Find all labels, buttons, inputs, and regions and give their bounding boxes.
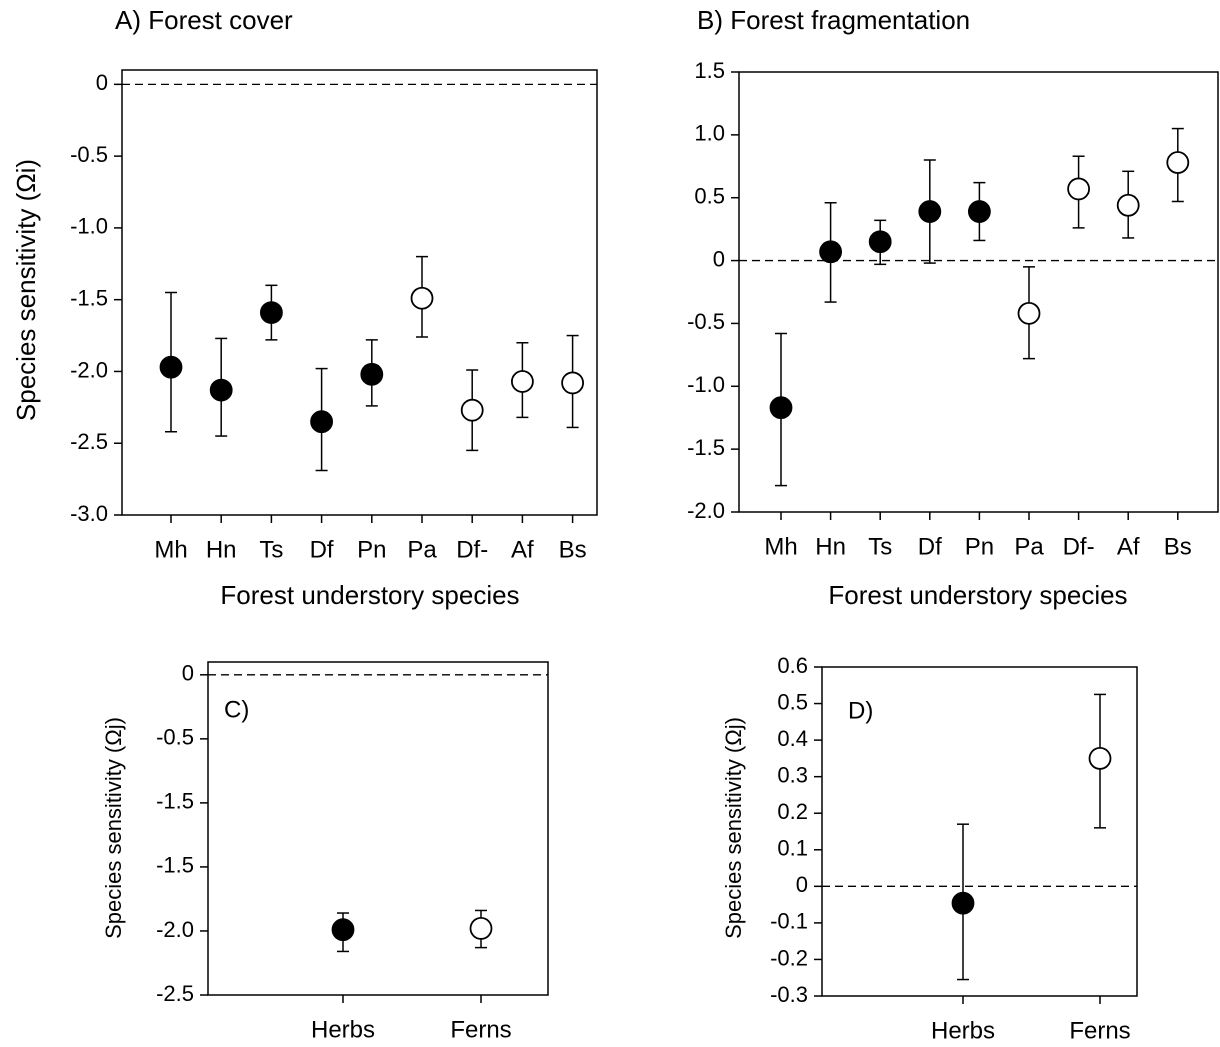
plot-frame [738, 71, 1219, 513]
y-tick-label: -1.5 [70, 285, 108, 310]
y-tick-label: 0.5 [694, 184, 725, 209]
plot-frame [207, 661, 549, 996]
point [868, 230, 892, 254]
x-tick-label: Bs [1164, 533, 1192, 560]
y-tick-label: -0.3 [770, 982, 808, 1007]
panel-label: D) [848, 697, 873, 724]
x-tick-label: Pn [357, 536, 386, 563]
y-tick-label: 0.1 [777, 836, 808, 861]
point [1088, 746, 1112, 770]
point [561, 371, 584, 395]
x-tick-label: Pn [965, 533, 994, 560]
x-tick-label: Df- [1063, 533, 1095, 560]
point [819, 240, 842, 264]
y-axis-label: Species sensitivity (Ωi) [11, 159, 41, 421]
x-tick-label: Ferns [450, 1016, 511, 1043]
y-tick-label: -0.5 [70, 142, 108, 167]
y-tick-label: 0 [182, 661, 194, 686]
point [209, 378, 233, 402]
y-tick-label: 0 [796, 872, 808, 897]
x-tick-label: Mh [764, 533, 797, 560]
panel-title: B) Forest fragmentation [697, 5, 970, 35]
point [469, 917, 493, 940]
x-axis-label: Forest understory species [220, 580, 519, 610]
panel-label: C) [224, 696, 249, 723]
point [769, 396, 793, 420]
y-tick-label: -1.0 [687, 372, 725, 397]
y-tick-label: -1.5 [156, 789, 194, 814]
y-tick-label: 0.5 [777, 689, 808, 714]
x-tick-label: Bs [559, 536, 587, 563]
point [259, 301, 283, 324]
x-tick-label: Mh [154, 536, 187, 563]
y-tick-label: 1.5 [694, 58, 725, 83]
y-tick-label: -2.0 [70, 357, 108, 382]
x-tick-label: Pa [1014, 533, 1044, 560]
point [410, 286, 434, 310]
y-tick-label: -2.0 [156, 917, 194, 942]
y-tick-label: -0.5 [156, 725, 194, 750]
point [1166, 151, 1190, 174]
plot-frame [121, 69, 598, 516]
x-tick-label: Ferns [1069, 1017, 1130, 1044]
point [460, 398, 484, 422]
x-axis-label: Forest understory species [828, 580, 1127, 610]
point [1116, 193, 1140, 217]
x-tick-label: Df [918, 533, 942, 560]
y-axis-label: Species sensitivity (Ωj) [721, 717, 746, 939]
y-tick-label: 0.2 [777, 799, 808, 824]
y-tick-label: -2.5 [70, 429, 108, 454]
y-tick-label: -0.2 [770, 945, 808, 970]
x-tick-label: Ts [868, 533, 892, 560]
y-tick-label: 0.3 [777, 762, 808, 787]
x-tick-label: Hn [206, 536, 237, 563]
point [331, 918, 355, 942]
point [968, 200, 991, 223]
y-tick-label: -0.1 [770, 909, 808, 934]
y-tick-label: 0 [713, 246, 725, 271]
point [159, 355, 183, 379]
point [511, 370, 534, 393]
x-tick-label: Df- [456, 536, 488, 563]
x-tick-label: Af [1117, 533, 1140, 560]
point [951, 891, 975, 915]
y-tick-label: 1.0 [694, 121, 725, 146]
y-tick-label: 0 [96, 70, 108, 95]
y-tick-label: -1.5 [687, 435, 725, 460]
y-tick-label: -0.5 [687, 309, 725, 334]
x-tick-label: Af [511, 536, 534, 563]
y-tick-label: 0.6 [777, 653, 808, 678]
y-tick-label: 0.4 [777, 726, 808, 751]
panel-title: A) Forest cover [115, 5, 293, 35]
point [310, 410, 334, 434]
y-tick-label: -1.0 [70, 214, 108, 239]
point [1067, 177, 1090, 201]
point [918, 200, 942, 223]
x-tick-label: Herbs [311, 1016, 375, 1043]
x-tick-label: Hn [815, 533, 846, 560]
x-tick-label: Herbs [931, 1017, 995, 1044]
point [1017, 301, 1041, 325]
y-axis-label: Species sensitivity (Ωj) [101, 717, 126, 939]
point [360, 362, 384, 386]
y-tick-label: -1.5 [156, 853, 194, 878]
x-tick-label: Pa [407, 536, 437, 563]
y-tick-label: -3.0 [70, 501, 108, 526]
plot-frame [821, 666, 1138, 997]
x-tick-label: Ts [259, 536, 283, 563]
y-tick-label: -2.5 [156, 981, 194, 1006]
y-tick-label: -2.0 [687, 498, 725, 523]
x-tick-label: Df [310, 536, 334, 563]
